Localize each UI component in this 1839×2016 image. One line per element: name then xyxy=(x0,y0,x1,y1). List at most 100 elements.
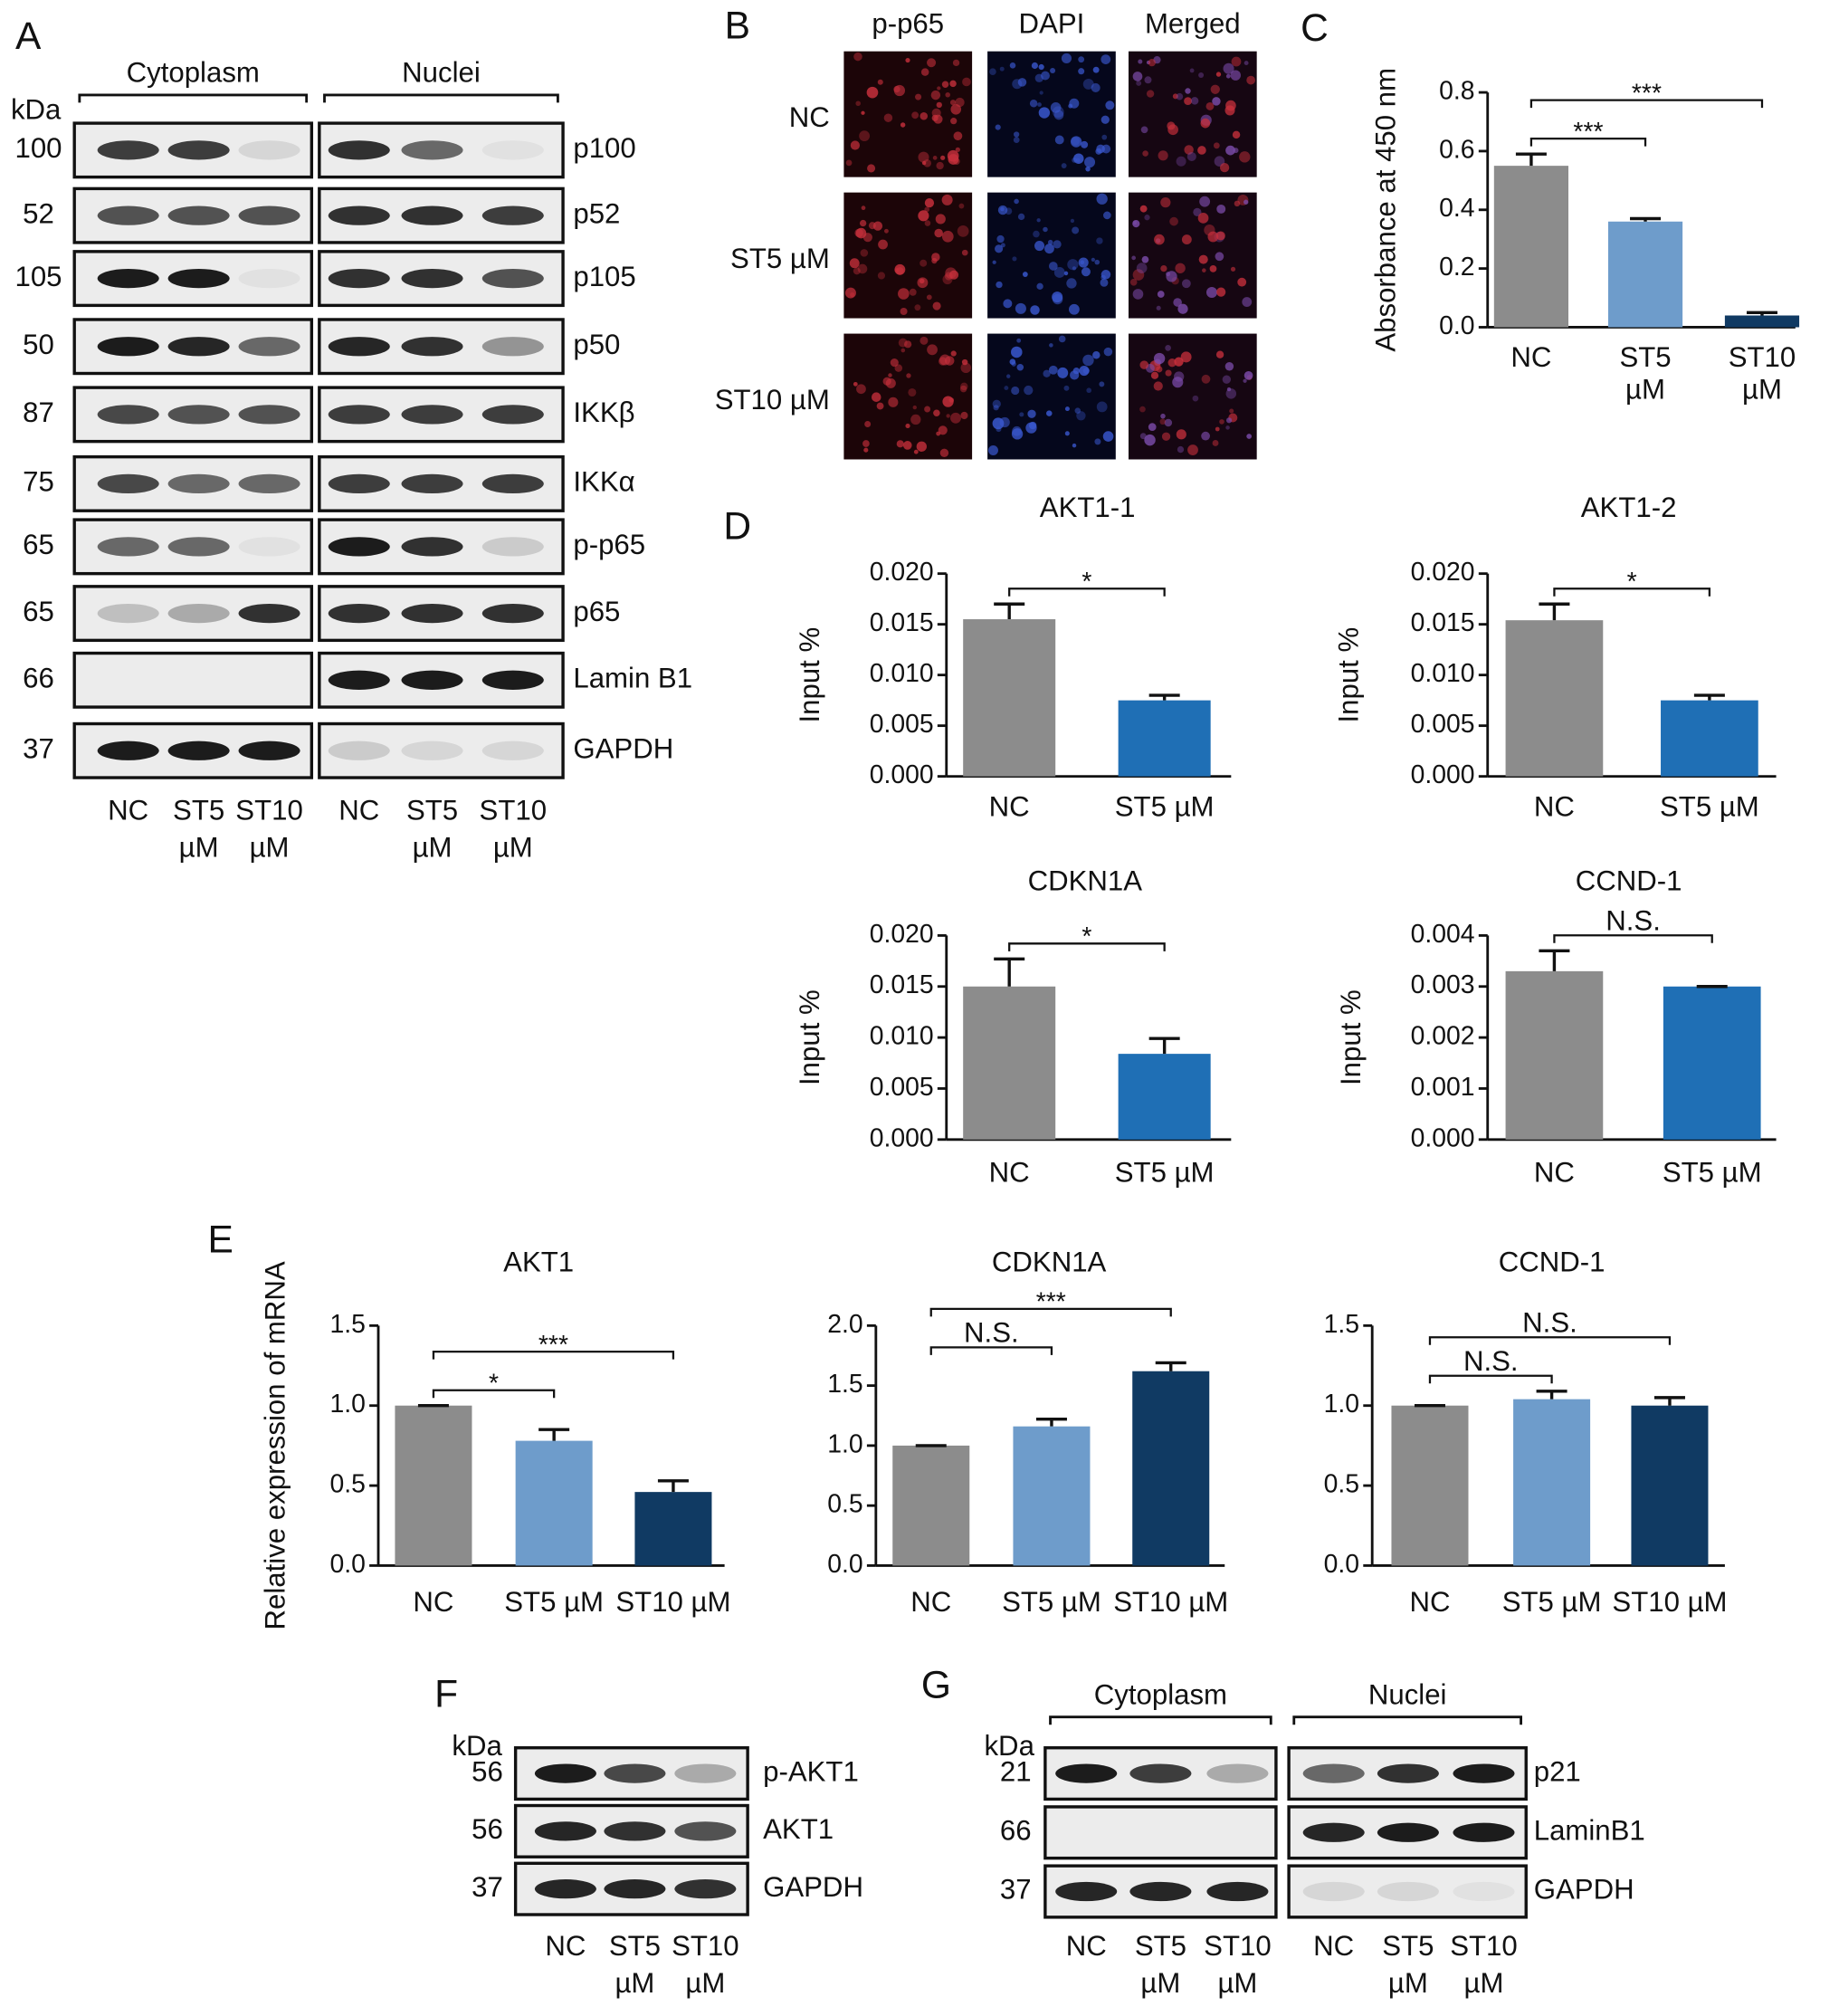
y-tick-label: 0.010 xyxy=(870,659,934,688)
cell xyxy=(1091,257,1096,263)
cell xyxy=(1167,124,1178,136)
cell xyxy=(1243,378,1247,383)
y-tick-label: 0.003 xyxy=(1411,970,1475,999)
blot-band xyxy=(97,405,159,425)
cell xyxy=(1078,68,1085,75)
cell xyxy=(1003,299,1013,309)
blot-band xyxy=(238,603,300,624)
cell xyxy=(926,294,932,301)
cell xyxy=(1049,343,1053,348)
cell xyxy=(1092,351,1101,359)
cell xyxy=(1078,56,1085,63)
lane-label: ST10 xyxy=(1204,1930,1272,1962)
cell xyxy=(1139,360,1149,369)
cell xyxy=(1037,102,1042,107)
cell xyxy=(1193,207,1202,216)
y-axis-label: Absorbance at 450 nm xyxy=(1369,68,1401,352)
cell xyxy=(1103,347,1113,357)
cell xyxy=(1105,100,1115,110)
cell xyxy=(1167,358,1177,368)
x-tick-label: ST5 µM xyxy=(1002,1586,1101,1618)
blot-band xyxy=(1206,1763,1269,1783)
x-tick-label: NC xyxy=(413,1586,453,1618)
x-tick-label: NC xyxy=(1409,1586,1450,1618)
cell xyxy=(932,155,938,160)
y-axis-label: Input % xyxy=(1332,627,1364,723)
cell xyxy=(853,381,858,387)
blot-band xyxy=(238,268,300,289)
cell xyxy=(950,412,961,424)
cell xyxy=(934,228,943,238)
cell xyxy=(1216,287,1226,297)
y-tick-label: 0.5 xyxy=(827,1490,862,1519)
cell xyxy=(915,93,922,100)
kda-label: 105 xyxy=(15,261,62,292)
cell xyxy=(905,423,910,429)
column-label: Merged xyxy=(1145,8,1241,40)
x-tick-label: ST5 µM xyxy=(1502,1586,1602,1618)
cell xyxy=(952,59,960,67)
blot-band xyxy=(328,537,390,557)
cell xyxy=(1158,150,1168,161)
lane-label: NC xyxy=(545,1930,586,1962)
blot-band xyxy=(167,473,230,494)
y-tick-label: 0.015 xyxy=(870,970,934,999)
cell xyxy=(1197,146,1206,155)
cell xyxy=(1148,58,1156,67)
significance-label: N.S. xyxy=(1606,904,1661,936)
cell xyxy=(1034,241,1045,252)
cell xyxy=(1232,130,1241,139)
cell xyxy=(1070,370,1080,380)
cell xyxy=(1076,411,1086,421)
cell xyxy=(1004,386,1009,391)
bar xyxy=(395,1405,472,1566)
blot-band xyxy=(167,537,230,557)
blot-band xyxy=(401,740,463,760)
cell xyxy=(939,354,951,366)
bar xyxy=(1118,1054,1211,1140)
cell xyxy=(941,230,954,243)
cell xyxy=(1030,305,1040,315)
cell xyxy=(960,362,972,374)
cell xyxy=(960,411,968,420)
cell xyxy=(1172,377,1184,388)
cell xyxy=(1078,257,1089,268)
cell xyxy=(1132,220,1140,228)
blot-band xyxy=(481,537,544,557)
kda-label: 37 xyxy=(1000,1874,1032,1906)
error-bar xyxy=(1653,1396,1685,1406)
cell xyxy=(1177,303,1188,314)
cell xyxy=(1169,216,1178,226)
significance-label: * xyxy=(1081,922,1091,951)
significance-bracket xyxy=(1529,138,1647,147)
cell xyxy=(1219,162,1230,173)
cell xyxy=(1207,231,1219,243)
cell xyxy=(894,263,906,275)
cell xyxy=(1016,338,1022,343)
error-bar xyxy=(1515,152,1547,167)
cell xyxy=(1181,279,1191,289)
cell xyxy=(996,426,1002,433)
kda-unit: kDa xyxy=(11,94,62,126)
panel-label: E xyxy=(208,1218,233,1261)
cell xyxy=(996,234,1005,244)
cell xyxy=(961,358,968,366)
cell xyxy=(1192,395,1199,402)
error-bar xyxy=(1539,949,1570,971)
chart-title: CCND-1 xyxy=(1499,1247,1606,1278)
cell xyxy=(863,447,869,453)
cell xyxy=(1074,407,1081,414)
row-label: ST5 µM xyxy=(730,243,830,274)
x-tick-label: NC xyxy=(1534,790,1575,822)
cell xyxy=(1165,369,1172,377)
cell xyxy=(1139,406,1146,413)
blot-band xyxy=(167,740,230,760)
cell xyxy=(1136,80,1142,86)
cell xyxy=(1173,298,1182,307)
cell xyxy=(941,194,953,205)
micrograph xyxy=(843,333,973,460)
y-tick-label: 0.005 xyxy=(870,710,934,739)
cell xyxy=(1181,234,1192,245)
blot-band xyxy=(238,740,300,760)
cell xyxy=(1048,365,1058,375)
